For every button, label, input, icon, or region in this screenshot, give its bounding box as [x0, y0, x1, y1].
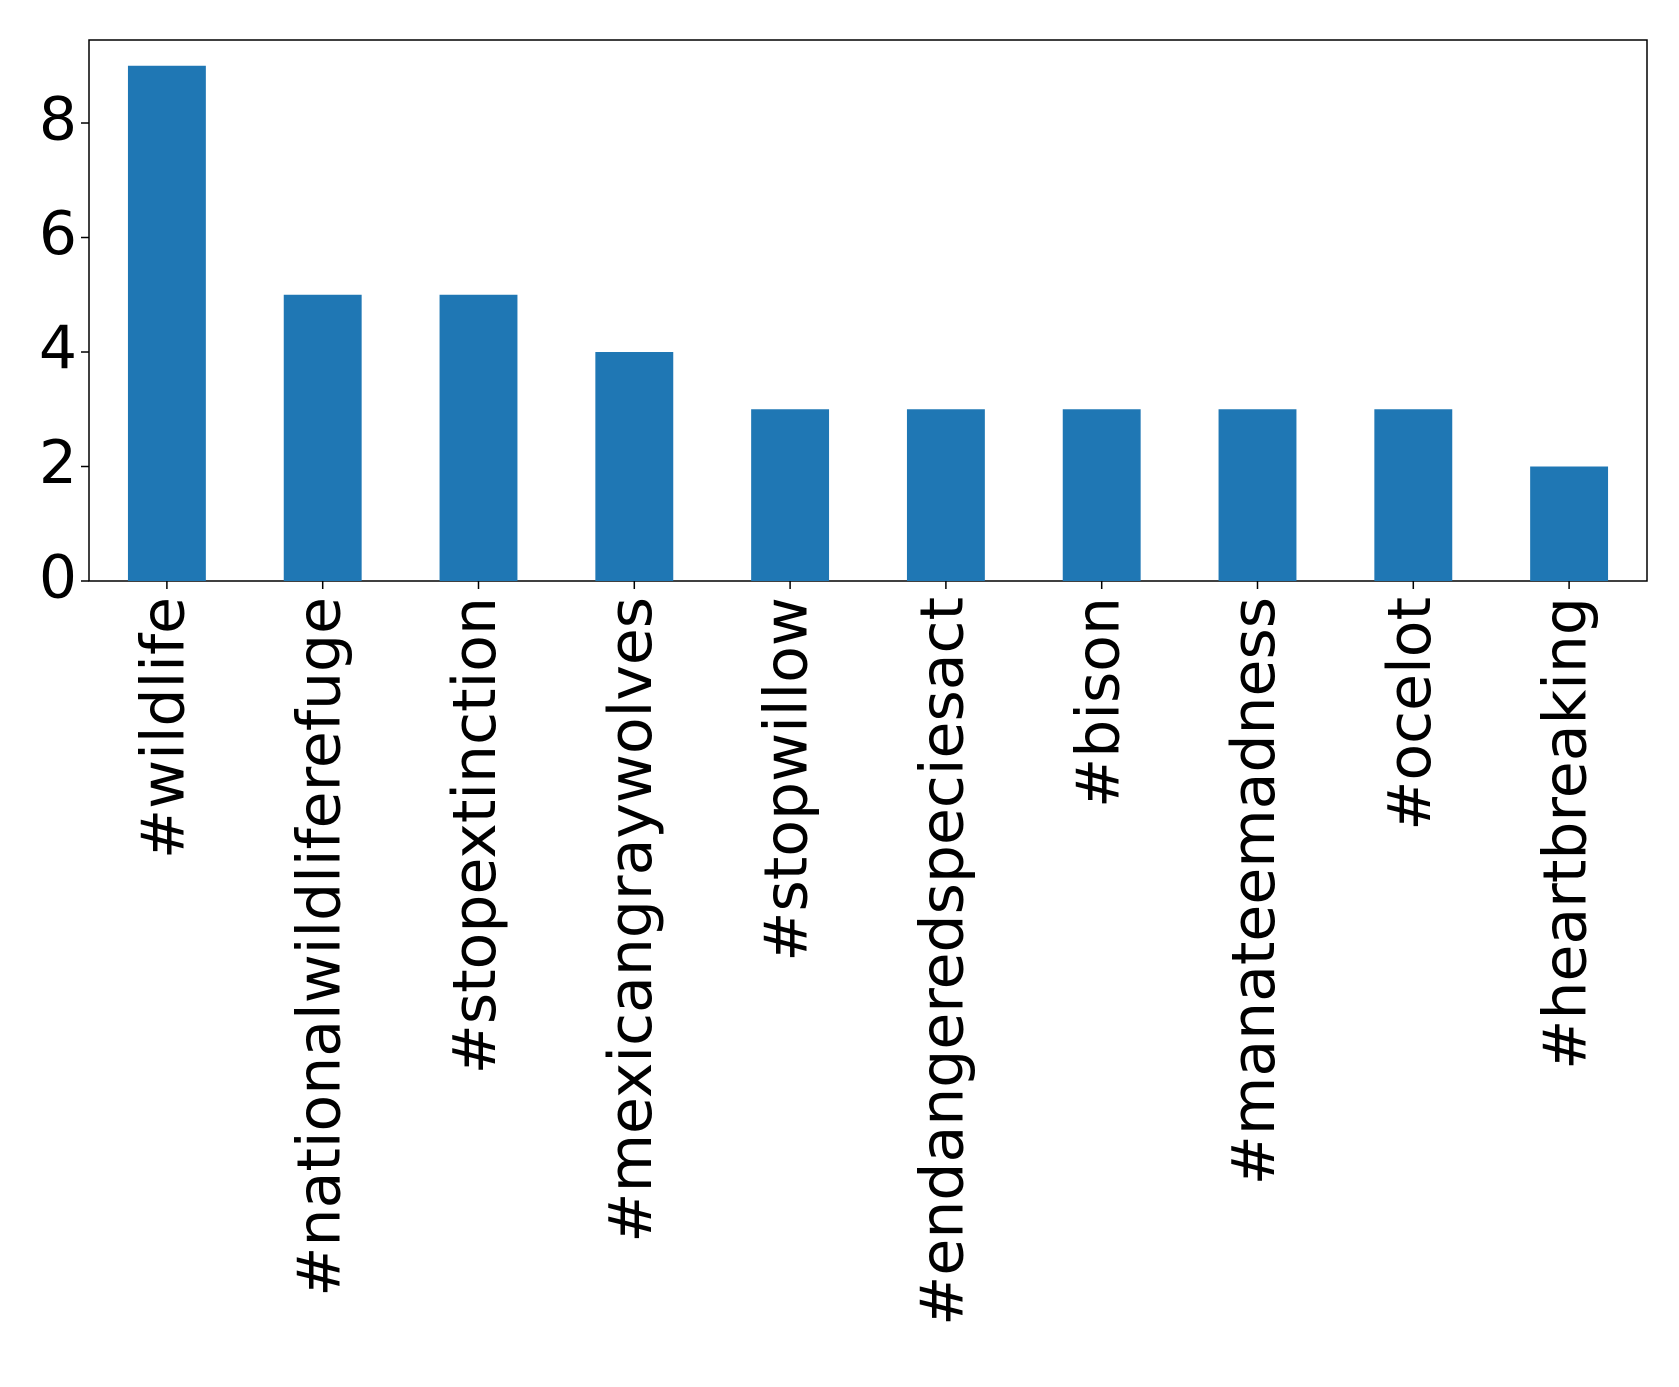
x-tick-label: #bison: [1063, 597, 1133, 808]
bar: [439, 294, 518, 581]
x-tick-label: #ocelot: [1375, 597, 1445, 831]
bar: [595, 352, 674, 581]
x-tick-label: #nationalwildliferefuge: [284, 597, 354, 1297]
y-tick-label: 2: [39, 428, 77, 498]
x-tick-label: #manateemadness: [1219, 597, 1289, 1185]
y-tick-label: 4: [39, 314, 77, 384]
bar: [906, 409, 985, 581]
x-tick-label: #stopextinction: [440, 597, 510, 1074]
y-tick-label: 6: [39, 199, 77, 269]
plot-frame: [88, 39, 1648, 582]
y-tick-label: 8: [39, 85, 77, 155]
x-tick-label: #stopwillow: [752, 597, 822, 962]
y-tick-label: 0: [39, 543, 77, 613]
x-tick-label: #endangeredspeciesact: [907, 597, 977, 1326]
bar: [1374, 409, 1453, 581]
x-tick-label: #heartbreaking: [1531, 597, 1601, 1070]
bar: [1218, 409, 1297, 581]
x-tick-label: #wildlife: [128, 597, 198, 859]
bar: [283, 294, 362, 581]
bar: [1062, 409, 1141, 581]
bar: [1530, 466, 1609, 581]
bar: [751, 409, 830, 581]
bar: [127, 65, 206, 581]
x-tick-label: #mexicangraywolves: [596, 597, 666, 1243]
